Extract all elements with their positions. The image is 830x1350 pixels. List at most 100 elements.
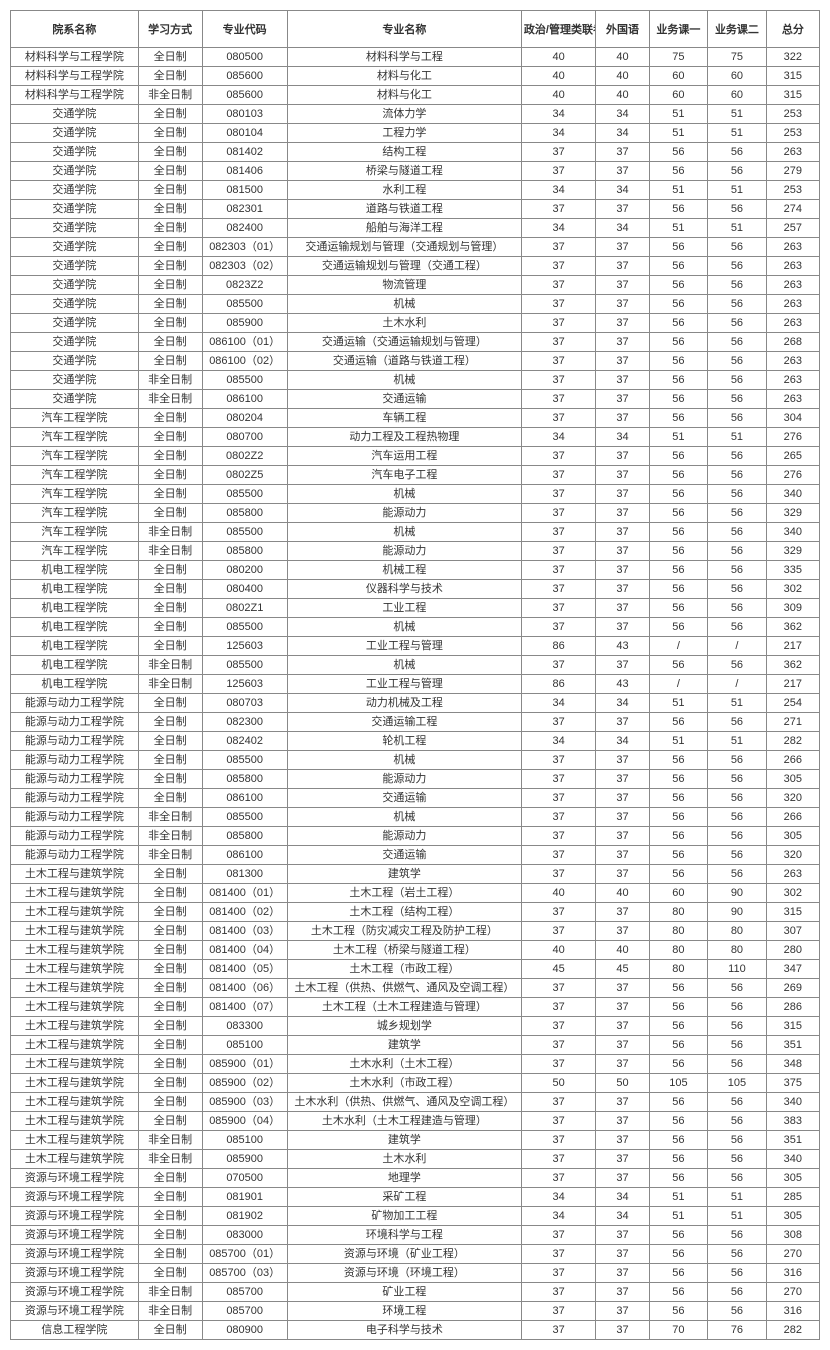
cell: 085700（01） <box>202 1245 287 1264</box>
cell: 266 <box>766 751 819 770</box>
cell: 34 <box>521 694 596 713</box>
cell: 37 <box>521 276 596 295</box>
cell: 37 <box>521 1093 596 1112</box>
cell: 37 <box>521 751 596 770</box>
cell: 40 <box>596 941 649 960</box>
cell: 085500 <box>202 371 287 390</box>
table-row: 交通学院全日制082400船舶与海洋工程34345151257 <box>11 219 820 238</box>
cell: 全日制 <box>138 276 202 295</box>
cell: 75 <box>708 48 767 67</box>
table-row: 土木工程与建筑学院全日制081400（07）土木工程（土木工程建造与管理）373… <box>11 998 820 1017</box>
cell: / <box>708 675 767 694</box>
cell: 土木工程与建筑学院 <box>11 998 139 1017</box>
cell: 土木工程与建筑学院 <box>11 922 139 941</box>
cell: 085600 <box>202 67 287 86</box>
cell: 结构工程 <box>287 143 521 162</box>
cell: 51 <box>649 1188 708 1207</box>
cell: 37 <box>521 466 596 485</box>
cell: 085900（01） <box>202 1055 287 1074</box>
cell: 56 <box>649 542 708 561</box>
cell: 桥梁与隧道工程 <box>287 162 521 181</box>
cell: 全日制 <box>138 105 202 124</box>
cell: 085800 <box>202 504 287 523</box>
table-row: 资源与环境工程学院全日制070500地理学37375656305 <box>11 1169 820 1188</box>
cell: 交通运输工程 <box>287 713 521 732</box>
cell: 329 <box>766 504 819 523</box>
cell: 082400 <box>202 219 287 238</box>
cell: 280 <box>766 941 819 960</box>
cell: / <box>708 637 767 656</box>
cell: 汽车工程学院 <box>11 466 139 485</box>
cell: 56 <box>649 1169 708 1188</box>
cell: 86 <box>521 675 596 694</box>
cell: 320 <box>766 846 819 865</box>
cell: 37 <box>596 1169 649 1188</box>
cell: 全日制 <box>138 960 202 979</box>
cell: 土木工程与建筑学院 <box>11 884 139 903</box>
cell: 34 <box>596 694 649 713</box>
table-row: 土木工程与建筑学院全日制081400（05）土木工程（市政工程）45458011… <box>11 960 820 979</box>
cell: 全日制 <box>138 409 202 428</box>
table-row: 资源与环境工程学院全日制083000环境科学与工程37375656308 <box>11 1226 820 1245</box>
cell: 302 <box>766 580 819 599</box>
cell: 37 <box>596 523 649 542</box>
table-row: 汽车工程学院全日制0802Z5汽车电子工程37375656276 <box>11 466 820 485</box>
cell: 081400（04） <box>202 941 287 960</box>
cell: 51 <box>708 105 767 124</box>
cell: 316 <box>766 1302 819 1321</box>
cell: 51 <box>708 694 767 713</box>
cell: 37 <box>596 561 649 580</box>
cell: 286 <box>766 998 819 1017</box>
cell: 非全日制 <box>138 1302 202 1321</box>
cell: 能源动力 <box>287 504 521 523</box>
cell: 56 <box>649 1131 708 1150</box>
cell: 全日制 <box>138 637 202 656</box>
table-row: 材料科学与工程学院全日制085600材料与化工40406060315 <box>11 67 820 86</box>
cell: 081400（06） <box>202 979 287 998</box>
cell: 37 <box>521 1302 596 1321</box>
cell: 56 <box>708 1093 767 1112</box>
cell: 37 <box>521 238 596 257</box>
cell: 37 <box>596 276 649 295</box>
cell: 能源动力 <box>287 770 521 789</box>
cell: 37 <box>521 257 596 276</box>
cell: 机械 <box>287 523 521 542</box>
table-row: 汽车工程学院非全日制085500机械37375656340 <box>11 523 820 542</box>
cell: 56 <box>708 713 767 732</box>
cell: 80 <box>649 922 708 941</box>
cell: 263 <box>766 314 819 333</box>
cell: 34 <box>596 732 649 751</box>
cell: 56 <box>649 1226 708 1245</box>
cell: 34 <box>521 428 596 447</box>
cell: 56 <box>649 713 708 732</box>
table-row: 汽车工程学院全日制0802Z2汽车运用工程37375656265 <box>11 447 820 466</box>
cell: 能源与动力工程学院 <box>11 827 139 846</box>
cell: 40 <box>596 86 649 105</box>
col-header-2: 专业代码 <box>202 11 287 48</box>
cell: 土木工程与建筑学院 <box>11 1036 139 1055</box>
cell: 37 <box>521 447 596 466</box>
cell: 125603 <box>202 675 287 694</box>
cell: 305 <box>766 1207 819 1226</box>
cell: 全日制 <box>138 1207 202 1226</box>
cell: 37 <box>596 200 649 219</box>
cell: 37 <box>596 143 649 162</box>
cell: 315 <box>766 67 819 86</box>
cell: 汽车工程学院 <box>11 428 139 447</box>
col-header-5: 外国语 <box>596 11 649 48</box>
cell: 工业工程与管理 <box>287 637 521 656</box>
cell: 资源与环境工程学院 <box>11 1264 139 1283</box>
cell: 56 <box>708 447 767 466</box>
cell: 全日制 <box>138 200 202 219</box>
cell: 56 <box>708 656 767 675</box>
cell: 56 <box>708 1226 767 1245</box>
cell: 348 <box>766 1055 819 1074</box>
cell: 土木工程与建筑学院 <box>11 1093 139 1112</box>
cell: 全日制 <box>138 1074 202 1093</box>
cell: 081902 <box>202 1207 287 1226</box>
cell: 45 <box>596 960 649 979</box>
cell: 37 <box>596 713 649 732</box>
cell: 56 <box>649 1112 708 1131</box>
cell: 全日制 <box>138 979 202 998</box>
cell: 37 <box>596 162 649 181</box>
